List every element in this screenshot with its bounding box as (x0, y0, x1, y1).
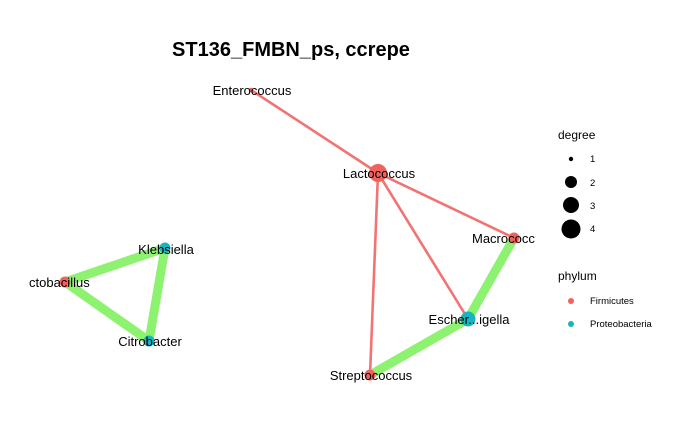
network-node (460, 311, 476, 327)
edges-layer (62, 88, 518, 379)
network-edge (144, 247, 170, 342)
phylum-legend-title: phylum (558, 269, 597, 283)
phylum-legend-label: Firmicutes (590, 296, 634, 307)
network-node (364, 369, 376, 381)
node-label: Enterococcus (213, 83, 292, 98)
network-edge (377, 171, 515, 240)
degree-legend-key-2 (565, 176, 577, 188)
labels-layer: Enterococcus Lactococcus Macrococc Escher..… (29, 83, 535, 383)
network-edge (62, 278, 152, 345)
network-node (143, 335, 155, 347)
phylum-legend-label: Proteobacteria (590, 319, 653, 330)
network-edge (250, 88, 379, 175)
degree-legend-key-3 (563, 197, 579, 213)
network-edge (368, 172, 380, 376)
network-node (59, 276, 71, 288)
degree-legend-label: 1 (590, 154, 595, 165)
phylum-legend: phylum Firmicutes Proteobacteria (558, 269, 653, 330)
node-label: Streptococcus (330, 368, 413, 383)
degree-legend-label: 2 (590, 178, 595, 189)
degree-legend-title: degree (558, 128, 596, 142)
degree-legend-key-4 (561, 219, 581, 239)
chart-title: ST136_FMBN_ps, ccrepe (172, 39, 410, 61)
phylum-legend-key-proteobacteria (568, 321, 574, 327)
degree-legend-key-1 (568, 156, 574, 162)
network-node (508, 232, 520, 244)
network-node (248, 87, 254, 93)
node-label: ctobacillus (29, 275, 90, 290)
network-node (369, 164, 387, 182)
degree-legend: degree 1 2 3 4 (558, 128, 596, 239)
node-label: Macrococc (472, 231, 535, 246)
node-label: Escher...igella (429, 312, 511, 327)
phylum-legend-key-firmicutes (568, 298, 574, 304)
node-label: Lactococcus (343, 166, 416, 181)
degree-legend-label: 3 (590, 201, 595, 212)
nodes-layer (59, 87, 520, 381)
network-node (159, 242, 171, 254)
network-edge (464, 235, 518, 322)
network-edge (376, 172, 470, 320)
network-edge (63, 243, 167, 287)
degree-legend-label: 4 (590, 224, 595, 235)
network-edge (367, 315, 471, 379)
node-label: Citrobacter (118, 334, 182, 349)
node-label: Klebsiella (138, 242, 194, 257)
